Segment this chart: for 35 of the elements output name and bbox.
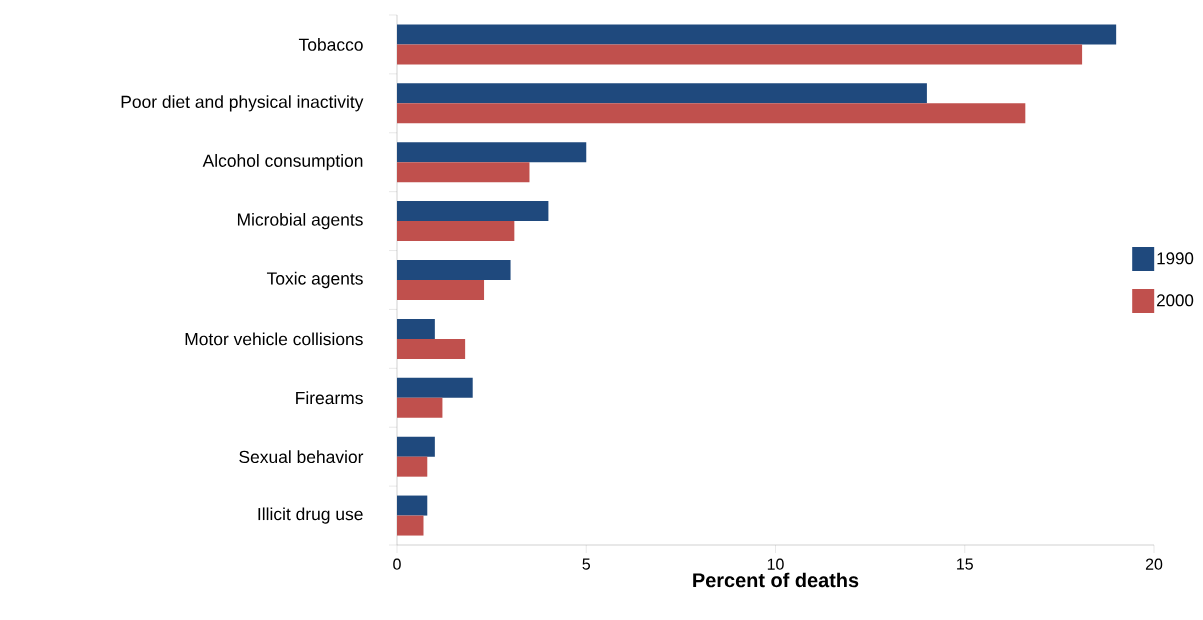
bar (397, 103, 1026, 124)
bar (397, 221, 515, 242)
x-tick-label: 20 (1145, 558, 1163, 570)
legend-label: 2000 (1157, 294, 1194, 307)
bar (397, 142, 587, 163)
bar (397, 377, 473, 398)
x-axis-title: Percent of deaths (693, 572, 859, 588)
y-tick-label: Toxic agents (266, 271, 363, 289)
bar (397, 456, 428, 477)
legend-label: 1990 (1157, 252, 1194, 265)
bar (397, 162, 530, 183)
y-tick-label: Alcohol consumption (202, 154, 363, 171)
bar (397, 280, 485, 300)
y-tick-label: Poor diet and physical inactivity (121, 95, 364, 112)
y-tick-label: Firearms (296, 391, 363, 405)
bar (397, 397, 443, 418)
y-tick-label: Illicit drug use (258, 507, 363, 524)
bar (397, 495, 428, 516)
x-tick-label: 10 (767, 558, 784, 570)
bar (397, 201, 549, 222)
bar (397, 24, 1117, 45)
x-tick-label: 0 (393, 558, 401, 570)
bar (397, 338, 466, 359)
bar (397, 436, 435, 457)
bar (397, 318, 435, 339)
x-tick-label: 5 (582, 558, 591, 570)
bar (397, 515, 424, 536)
bar (397, 260, 511, 280)
bar (397, 44, 1083, 65)
x-tick-label: 15 (957, 558, 973, 570)
bar (397, 83, 927, 104)
y-tick-label: Motor vehicle collisions (185, 332, 363, 346)
y-tick-label: Tobacco (298, 38, 363, 51)
y-tick-label: Microbial agents (237, 212, 363, 230)
y-tick-label: Sexual behavior (239, 450, 364, 464)
